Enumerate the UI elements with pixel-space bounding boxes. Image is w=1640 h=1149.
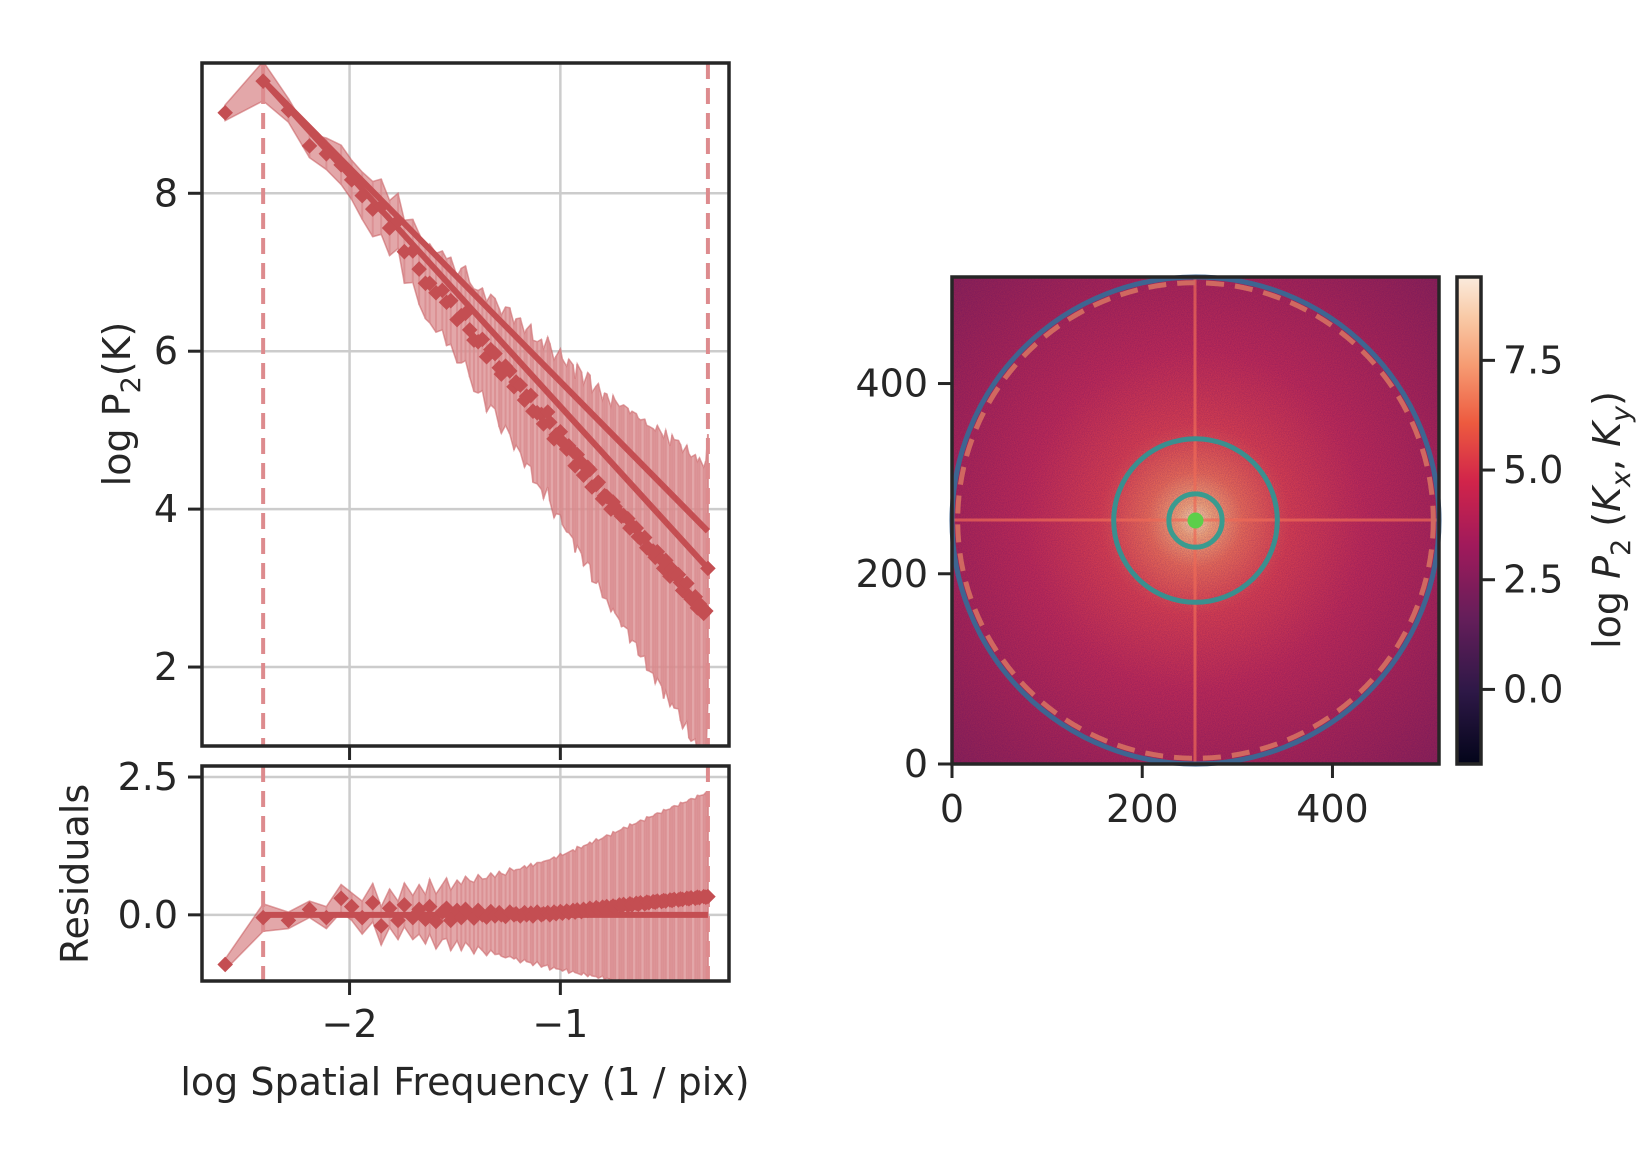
data-point (390, 213, 406, 229)
data-point (700, 560, 716, 577)
solid-ring (1166, 491, 1225, 550)
error-band (224, 63, 709, 746)
colorbar: 0.0 2.5 5.0 7.5 log P2 (Kx, Ky) (1455, 275, 1637, 766)
x-tick-label: 0 (940, 787, 964, 831)
data-point (679, 575, 695, 592)
center-dot (1187, 512, 1204, 529)
data-point (354, 187, 370, 204)
x-tick-label: −2 (322, 1002, 378, 1046)
colorbar-gradient (1457, 277, 1481, 764)
data-point (405, 243, 421, 259)
colorbar-tick-label: 2.5 (1503, 558, 1563, 602)
residuals-x-label: log Spatial Frequency (1 / pix) (180, 1060, 749, 1104)
residual-limit-lines (261, 766, 710, 981)
y-tick-label: 6 (154, 329, 178, 373)
data-point (217, 104, 233, 121)
x-tick-label: −1 (532, 1002, 588, 1046)
solid-ring (1111, 436, 1280, 605)
colorbar-tick-label: 5.0 (1503, 448, 1563, 492)
colorbar-tick-label: 7.5 (1503, 338, 1563, 382)
data-point (698, 603, 714, 619)
power-2d-y-ticks: 0 200 400 (855, 362, 952, 786)
power-2d-x-ticks: 0 200 400 (940, 764, 1369, 831)
residuals-x-ticks: −2 −1 (322, 981, 588, 1046)
y-tick-label: 2 (154, 645, 178, 689)
residuals-axes: 0.0 2.5 −2 −1 Residuals log Spatial Freque… (53, 755, 750, 1104)
data-point (333, 157, 349, 173)
dashed-ring (955, 280, 1436, 761)
y-tick-label: 200 (855, 552, 928, 596)
colorbar-ticks: 0.0 2.5 5.0 7.5 (1481, 338, 1563, 711)
power-spectrum-y-label: log P2(K) (95, 322, 147, 487)
colorbar-frame (1455, 275, 1483, 766)
power-2d-axes: 0 200 400 0 200 400 (855, 274, 1442, 831)
fit-limit-lines (261, 63, 710, 746)
residuals-y-label: Residuals (53, 784, 97, 964)
data-point (318, 146, 335, 162)
power-spectrum-y-ticks: 2 4 6 8 (154, 171, 202, 689)
y-tick-label: 0 (904, 742, 928, 786)
fit-line (260, 78, 711, 534)
colorbar-label: log P2 (Kx, Ky) (1585, 391, 1637, 649)
residuals-frame (200, 764, 731, 983)
data-point (301, 138, 318, 154)
x-tick-label: 400 (1296, 787, 1369, 831)
y-tick-label: 8 (154, 171, 178, 215)
x-tick-label: 200 (1106, 787, 1179, 831)
data-point (373, 198, 389, 215)
power-spectrum-frame (200, 61, 731, 748)
y-tick-label: 4 (154, 487, 178, 531)
power-spectrum-axes: 2 4 6 8 log P2(K) (95, 61, 731, 760)
uncertainty-band (224, 63, 709, 746)
colorbar-tick-label: 0.0 (1503, 667, 1563, 711)
data-point (217, 956, 233, 973)
power-2d-frame (950, 275, 1441, 766)
power-spectrum-x-ticks (348, 746, 562, 760)
data-point (343, 172, 360, 188)
data-point (700, 888, 716, 905)
data-points (217, 73, 716, 622)
y-tick-label: 400 (855, 362, 928, 406)
y-tick-label: 2.5 (118, 755, 178, 799)
y-tick-label: 0.0 (118, 893, 178, 937)
residuals-y-ticks: 0.0 2.5 (118, 755, 202, 937)
